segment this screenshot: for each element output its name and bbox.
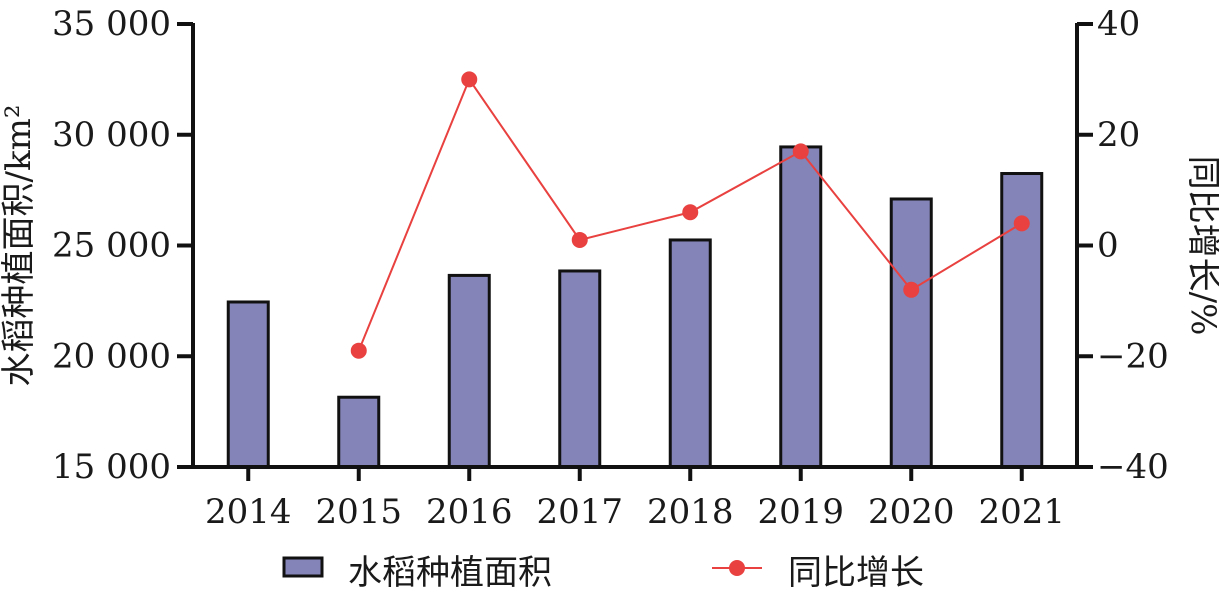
labels-layer: 15 000 20 000 25 000 30 000 35 000 −40 −20 0 20 4… — [0, 4, 1219, 532]
x-tick-label-2014: 2014 — [205, 492, 292, 532]
right-tick-label-40: 40 — [1097, 4, 1140, 44]
x-tick-label-2020: 2020 — [868, 492, 955, 532]
bar-2016 — [447, 273, 491, 469]
legend-line-label: 同比增长 — [788, 553, 924, 593]
growth-point-2020 — [903, 281, 920, 298]
bar-2014 — [226, 300, 270, 469]
y-axis-title-left: 水稻种植面积/km² — [0, 105, 39, 387]
right-tick-label--40: −40 — [1097, 447, 1169, 487]
x-tick-label-2017: 2017 — [536, 492, 623, 532]
x-tick-label-2019: 2019 — [757, 492, 844, 532]
x-tick-label-2018: 2018 — [647, 492, 734, 532]
growth-point-2015 — [350, 342, 367, 359]
left-tick-label-35000: 35 000 — [52, 4, 171, 44]
left-tick-label-30000: 30 000 — [52, 115, 171, 155]
y-axis-title-right: 同比增长/% — [1183, 156, 1219, 336]
bar-2017 — [558, 269, 602, 469]
legend-line-marker — [729, 560, 745, 576]
left-tick-label-20000: 20 000 — [52, 336, 171, 376]
bar-2020 — [889, 197, 933, 469]
x-tick-label-2021: 2021 — [978, 492, 1065, 532]
right-tick-label-0: 0 — [1097, 226, 1119, 266]
legend-bar-swatch — [282, 556, 324, 578]
x-tick-label-2015: 2015 — [315, 492, 402, 532]
growth-point-2016 — [461, 71, 478, 88]
bars-layer — [226, 145, 1044, 469]
growth-point-2017 — [571, 231, 588, 248]
left-tick-label-25000: 25 000 — [52, 226, 171, 266]
growth-point-2021 — [1013, 215, 1030, 232]
x-tick-label-2016: 2016 — [426, 492, 513, 532]
growth-point-2019 — [792, 143, 809, 160]
right-tick-label-20: 20 — [1097, 115, 1140, 155]
growth-point-2018 — [682, 204, 699, 221]
bar-2015 — [337, 395, 381, 469]
right-tick-label--20: −20 — [1097, 336, 1169, 376]
left-tick-label-15000: 15 000 — [52, 447, 171, 487]
legend-bar-label: 水稻种植面积 — [348, 553, 552, 593]
axes-layer — [177, 22, 1093, 481]
line-layer — [350, 71, 1030, 359]
legend: 水稻种植面积 同比增长 — [282, 553, 924, 593]
bar-2019 — [779, 145, 823, 469]
bar-2018 — [668, 238, 712, 469]
